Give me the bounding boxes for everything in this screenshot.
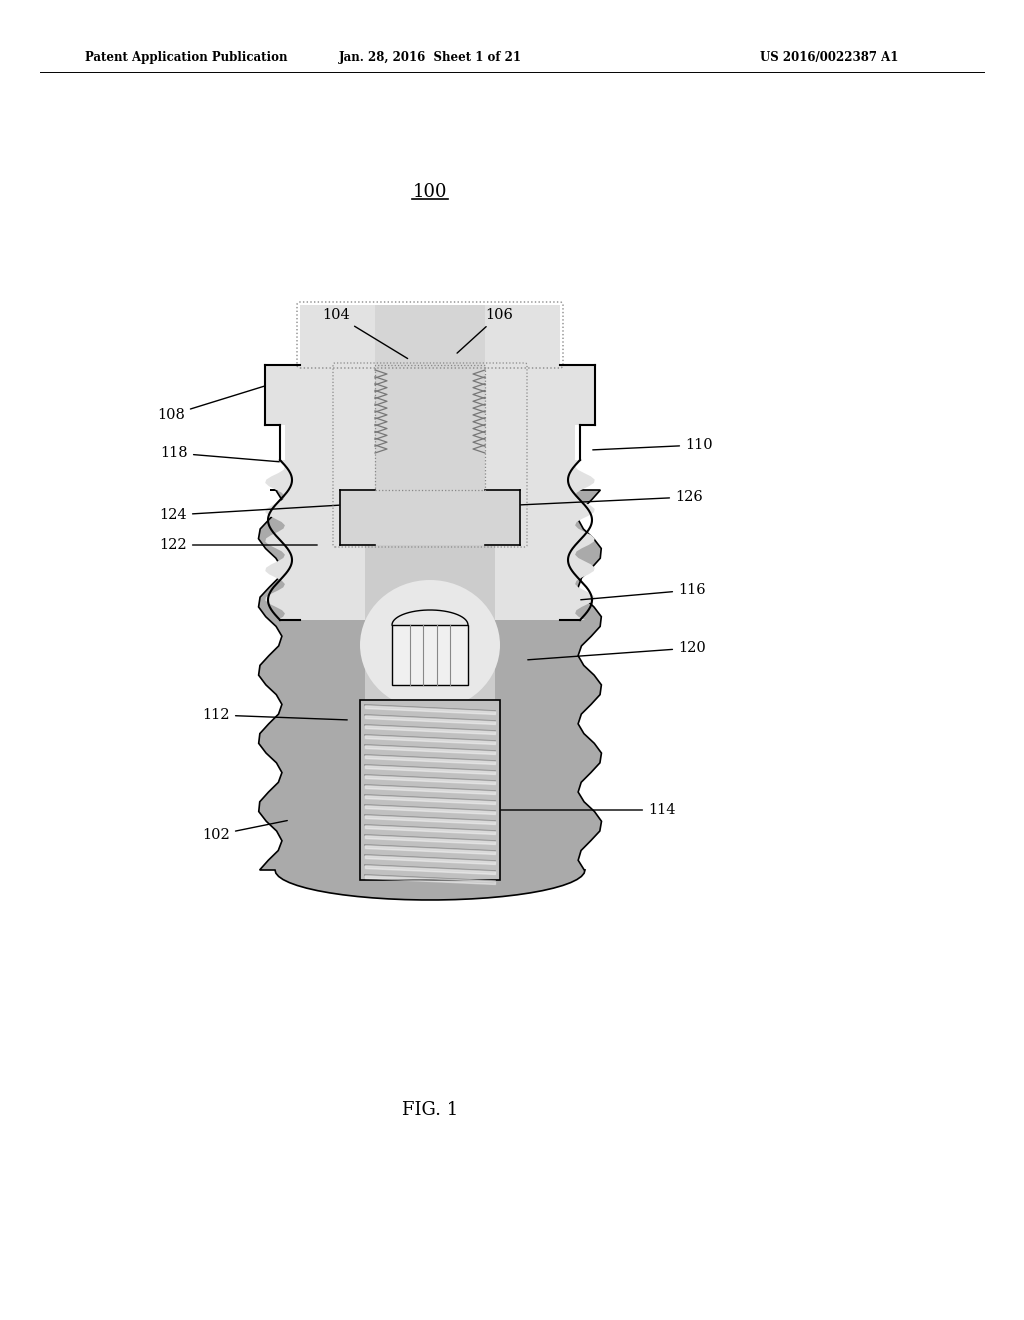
Bar [375, 305, 485, 760]
Polygon shape [258, 490, 601, 900]
Bar [375, 366, 485, 490]
Text: 126: 126 [521, 490, 702, 504]
Bar [365, 545, 495, 700]
Text: 124: 124 [160, 506, 339, 521]
Text: 118: 118 [161, 446, 280, 462]
Text: 112: 112 [203, 708, 347, 722]
Ellipse shape [360, 579, 500, 710]
Text: 110: 110 [593, 438, 713, 451]
Text: FIG. 1: FIG. 1 [401, 1101, 458, 1119]
Bar [340, 490, 520, 545]
Text: US 2016/0022387 A1: US 2016/0022387 A1 [760, 51, 898, 65]
Text: 122: 122 [160, 539, 317, 552]
Bar [360, 700, 500, 880]
Text: 106: 106 [457, 308, 513, 354]
Text: 116: 116 [581, 583, 706, 599]
Text: 108: 108 [157, 385, 265, 422]
Text: 102: 102 [203, 821, 288, 842]
Bar [392, 624, 468, 685]
Text: Jan. 28, 2016  Sheet 1 of 21: Jan. 28, 2016 Sheet 1 of 21 [339, 51, 521, 65]
Text: 120: 120 [527, 642, 706, 660]
Text: 100: 100 [413, 183, 447, 201]
Polygon shape [265, 305, 595, 620]
Text: 114: 114 [501, 803, 676, 817]
Text: Patent Application Publication: Patent Application Publication [85, 51, 288, 65]
Text: 104: 104 [323, 308, 408, 359]
